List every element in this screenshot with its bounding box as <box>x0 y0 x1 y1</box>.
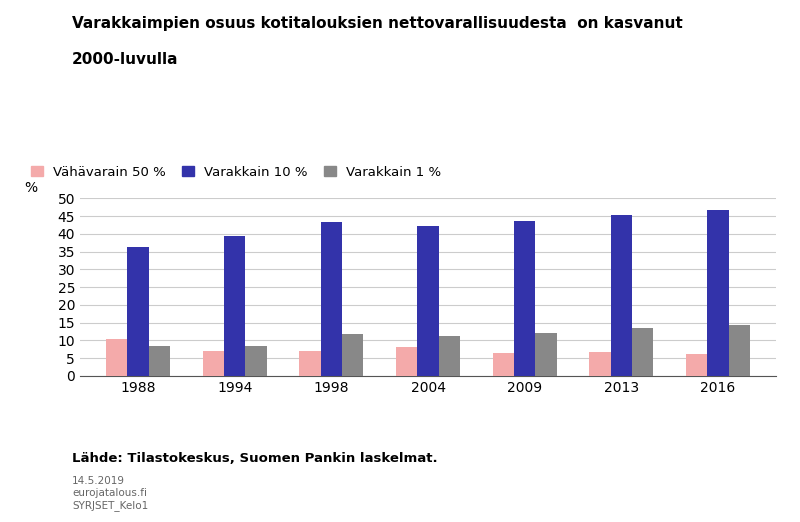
Text: eurojatalous.fi: eurojatalous.fi <box>72 488 147 498</box>
Text: Varakkaimpien osuus kotitalouksien nettovarallisuudesta  on kasvanut: Varakkaimpien osuus kotitalouksien netto… <box>72 16 682 31</box>
Bar <box>686 354 707 376</box>
Bar <box>514 221 535 376</box>
Bar <box>127 247 149 376</box>
Bar <box>299 351 321 376</box>
Bar <box>202 351 224 376</box>
Bar <box>707 210 729 376</box>
Bar <box>438 337 460 376</box>
Legend: Vähävarain 50 %, Varakkain 10 %, Varakkain 1 %: Vähävarain 50 %, Varakkain 10 %, Varakka… <box>31 166 442 179</box>
Text: %: % <box>24 181 38 195</box>
Bar <box>590 352 610 376</box>
Bar <box>396 347 418 376</box>
Bar <box>321 222 342 376</box>
Bar <box>149 346 170 376</box>
Bar <box>729 325 750 376</box>
Bar <box>535 333 557 376</box>
Text: 14.5.2019: 14.5.2019 <box>72 476 125 486</box>
Text: 2000-luvulla: 2000-luvulla <box>72 52 178 67</box>
Bar <box>610 215 632 376</box>
Bar <box>342 334 363 376</box>
Bar <box>246 346 266 376</box>
Bar <box>493 353 514 376</box>
Bar <box>224 236 246 376</box>
Bar <box>106 339 127 376</box>
Text: SYRJSET_Kelo1: SYRJSET_Kelo1 <box>72 500 148 511</box>
Text: Lähde: Tilastokeskus, Suomen Pankin laskelmat.: Lähde: Tilastokeskus, Suomen Pankin lask… <box>72 452 438 465</box>
Bar <box>418 226 438 376</box>
Bar <box>632 328 654 376</box>
